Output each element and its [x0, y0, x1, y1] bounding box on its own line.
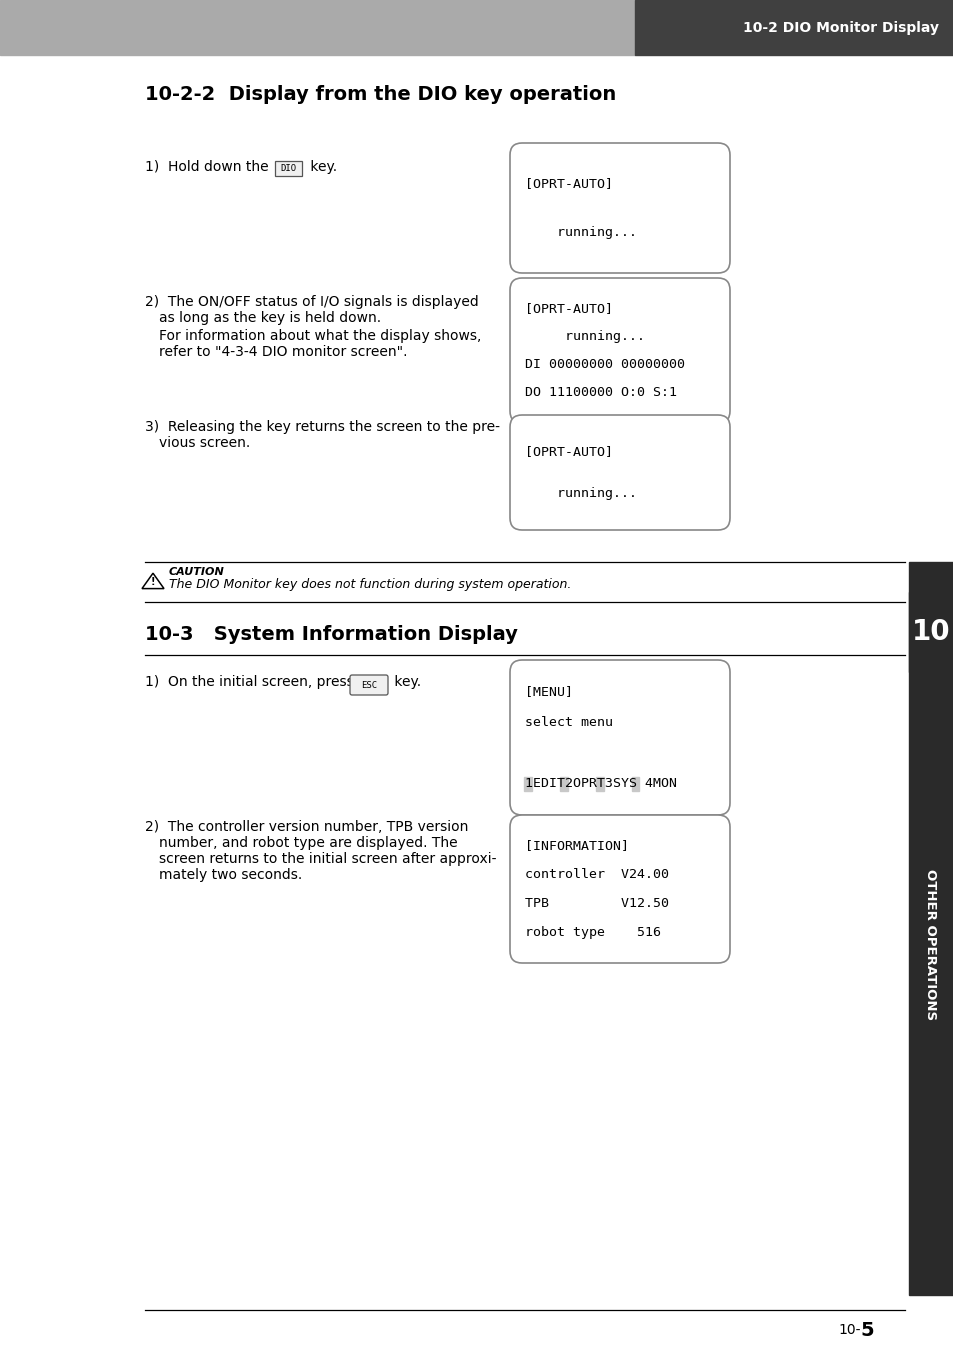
FancyBboxPatch shape — [510, 661, 729, 815]
Text: !: ! — [151, 577, 155, 586]
Text: DO 11100000 O:0 S:1: DO 11100000 O:0 S:1 — [524, 386, 677, 400]
Text: key.: key. — [306, 159, 336, 174]
Polygon shape — [142, 573, 164, 589]
Text: select menu: select menu — [524, 716, 613, 728]
Text: The DIO Monitor key does not function during system operation.: The DIO Monitor key does not function du… — [169, 578, 571, 590]
Bar — [0, 0, 635, 55]
Text: key.: key. — [390, 676, 420, 689]
Text: 1EDIT2OPRT3SYS 4MON: 1EDIT2OPRT3SYS 4MON — [524, 777, 677, 790]
Bar — [274, 161, 302, 176]
Text: OTHER OPERATIONS: OTHER OPERATIONS — [923, 870, 937, 1020]
Text: ESC: ESC — [360, 681, 376, 689]
FancyBboxPatch shape — [350, 676, 388, 694]
Text: refer to "4-3-4 DIO monitor screen".: refer to "4-3-4 DIO monitor screen". — [159, 345, 407, 359]
Text: screen returns to the initial screen after approxi-: screen returns to the initial screen aft… — [159, 852, 496, 866]
FancyBboxPatch shape — [510, 143, 729, 273]
Text: 1)  Hold down the: 1) Hold down the — [145, 159, 273, 174]
Text: mately two seconds.: mately two seconds. — [159, 867, 302, 882]
Text: controller  V24.00: controller V24.00 — [524, 867, 668, 881]
Bar — [631, 777, 639, 790]
Text: 10-2-2  Display from the DIO key operation: 10-2-2 Display from the DIO key operatio… — [145, 85, 616, 104]
Text: 10-2 DIO Monitor Display: 10-2 DIO Monitor Display — [742, 22, 938, 35]
FancyBboxPatch shape — [510, 278, 729, 423]
Text: [MENU]: [MENU] — [524, 685, 573, 698]
Bar — [559, 777, 567, 790]
Text: 10-3   System Information Display: 10-3 System Information Display — [145, 626, 517, 644]
Bar — [908, 562, 953, 1296]
Text: 10: 10 — [911, 617, 949, 646]
Text: number, and robot type are displayed. The: number, and robot type are displayed. Th… — [159, 836, 457, 850]
Text: For information about what the display shows,: For information about what the display s… — [159, 330, 481, 343]
Bar — [596, 777, 603, 790]
Text: DI 00000000 00000000: DI 00000000 00000000 — [524, 358, 684, 372]
Text: CAUTION: CAUTION — [169, 567, 225, 577]
Text: 2)  The controller version number, TPB version: 2) The controller version number, TPB ve… — [145, 820, 468, 834]
Bar — [635, 0, 953, 55]
Text: [INFORMATION]: [INFORMATION] — [524, 839, 628, 852]
Text: running...: running... — [524, 486, 637, 500]
Text: DIO: DIO — [280, 163, 296, 173]
Text: 3)  Releasing the key returns the screen to the pre-: 3) Releasing the key returns the screen … — [145, 420, 499, 434]
Text: 5: 5 — [859, 1320, 873, 1339]
Text: running...: running... — [524, 226, 637, 239]
Text: [OPRT-AUTO]: [OPRT-AUTO] — [524, 446, 613, 458]
FancyBboxPatch shape — [510, 415, 729, 530]
Text: as long as the key is held down.: as long as the key is held down. — [159, 311, 381, 326]
Text: TPB         V12.50: TPB V12.50 — [524, 897, 668, 911]
FancyBboxPatch shape — [510, 815, 729, 963]
Text: robot type    516: robot type 516 — [524, 925, 660, 939]
Bar — [524, 777, 532, 790]
Text: 1)  On the initial screen, press the: 1) On the initial screen, press the — [145, 676, 385, 689]
Text: [OPRT-AUTO]: [OPRT-AUTO] — [524, 301, 613, 315]
Text: vious screen.: vious screen. — [159, 436, 250, 450]
Text: 10-: 10- — [837, 1323, 860, 1337]
Bar — [908, 592, 953, 671]
Text: 2)  The ON/OFF status of I/O signals is displayed: 2) The ON/OFF status of I/O signals is d… — [145, 295, 478, 309]
Text: running...: running... — [524, 330, 644, 343]
Text: [OPRT-AUTO]: [OPRT-AUTO] — [524, 177, 613, 190]
